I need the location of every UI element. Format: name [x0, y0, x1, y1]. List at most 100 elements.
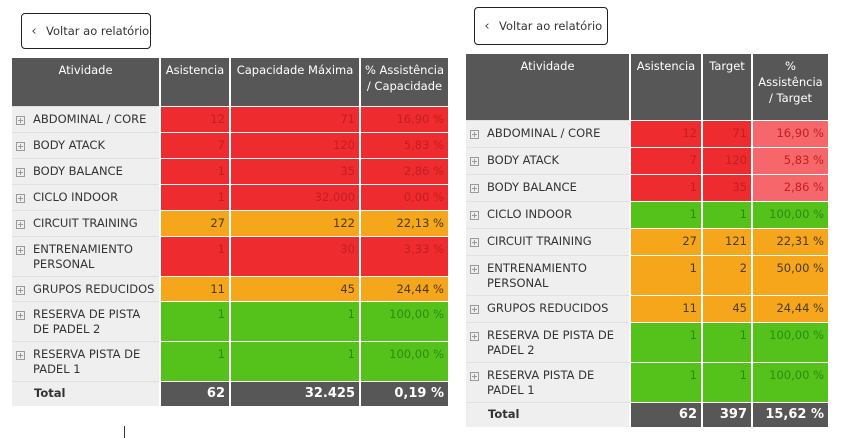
attendance-cell: 27 [630, 227, 703, 255]
activity-name: CIRCUIT TRAINING [487, 233, 592, 248]
activity-name: CICLO INDOOR [33, 189, 119, 204]
pct-cell: 0,00 % [360, 183, 448, 210]
row-header[interactable]: RESERVA DE PISTA DE PADEL 2 [12, 300, 161, 341]
table-row: CIRCUIT TRAINING 27 121 22,31 % [466, 227, 828, 255]
total-attendance: 62 [630, 401, 703, 427]
row-header[interactable]: BODY ATACK [466, 146, 631, 174]
activity-name: BODY BALANCE [33, 163, 123, 178]
expand-icon[interactable] [470, 183, 479, 193]
expand-icon[interactable] [16, 285, 25, 295]
target-cell: 1 [702, 321, 753, 362]
attendance-cell: 1 [160, 235, 231, 276]
attendance-cell: 1 [630, 173, 703, 201]
activity-name: RESERVA PISTA DE PADEL 1 [487, 367, 595, 398]
activity-name: ENTRENAMIENTO PERSONAL [33, 241, 133, 272]
header-attendance[interactable]: Asistencia [630, 54, 703, 120]
expand-icon[interactable] [16, 310, 25, 320]
target-cell: 35 [702, 173, 753, 201]
header-attendance[interactable]: Asistencia [160, 58, 231, 106]
header-capacity[interactable]: Capacidade Máxima [230, 58, 361, 106]
attendance-cell: 11 [630, 294, 703, 322]
target-cell: 2 [702, 254, 753, 295]
expand-icon[interactable] [470, 371, 479, 381]
expand-icon[interactable] [470, 156, 479, 166]
activity-name: RESERVA DE PISTA DE PADEL 2 [33, 306, 141, 337]
capacity-cell: 1 [230, 300, 361, 341]
total-target: 397 [702, 401, 753, 427]
attendance-cell: 1 [630, 200, 703, 228]
row-header[interactable]: CIRCUIT TRAINING [466, 227, 631, 255]
header-activity[interactable]: Atividade [466, 54, 631, 120]
expand-icon[interactable] [16, 167, 25, 177]
header-pct[interactable]: % Assistência / Target [752, 54, 828, 120]
row-header[interactable]: RESERVA PISTA DE PADEL 1 [12, 340, 161, 381]
row-header[interactable]: ENTRENAMIENTO PERSONAL [466, 254, 631, 295]
table-row: RESERVA PISTA DE PADEL 1 1 1 100,00 % [12, 340, 448, 381]
table-row: CICLO INDOOR 1 1 100,00 % [466, 200, 828, 228]
header-pct[interactable]: % Assistência / Capacidade [360, 58, 448, 106]
activity-name: ABDOMINAL / CORE [33, 111, 147, 126]
attendance-cell: 12 [160, 105, 231, 132]
back-to-report-button[interactable]: ‹ Voltar ao relatório [21, 13, 151, 49]
expand-icon[interactable] [16, 141, 25, 151]
header-row: Atividade Asistencia Target % Assistênci… [466, 54, 828, 120]
row-header[interactable]: BODY BALANCE [12, 157, 161, 184]
pct-cell: 24,44 % [360, 275, 448, 301]
expand-icon[interactable] [470, 237, 479, 247]
activity-name: CIRCUIT TRAINING [33, 215, 138, 230]
pct-cell: 100,00 % [752, 361, 828, 402]
row-header[interactable]: BODY BALANCE [466, 173, 631, 201]
expand-icon[interactable] [16, 193, 25, 203]
expand-icon[interactable] [16, 219, 25, 229]
attendance-cell: 1 [160, 157, 231, 184]
attendance-cell: 27 [160, 209, 231, 236]
back-to-report-button[interactable]: ‹ Voltar ao relatório [474, 7, 608, 45]
activity-name: GRUPOS REDUCIDOS [33, 281, 155, 296]
activity-name: GRUPOS REDUCIDOS [487, 300, 609, 315]
expand-icon[interactable] [470, 210, 479, 220]
row-header[interactable]: ENTRENAMIENTO PERSONAL [12, 235, 161, 276]
capacity-cell: 120 [230, 131, 361, 158]
pct-cell: 16,90 % [752, 119, 828, 147]
pct-cell: 100,00 % [752, 200, 828, 228]
row-header[interactable]: ABDOMINAL / CORE [12, 105, 161, 132]
pct-cell: 2,86 % [360, 157, 448, 184]
attendance-cell: 1 [160, 183, 231, 210]
row-header[interactable]: BODY ATACK [12, 131, 161, 158]
expand-icon[interactable] [16, 350, 25, 360]
expand-icon[interactable] [16, 115, 25, 125]
table-row: BODY ATACK 7 120 5,83 % [12, 131, 448, 158]
row-header[interactable]: CIRCUIT TRAINING [12, 209, 161, 236]
table-row: ENTRENAMIENTO PERSONAL 1 2 50,00 % [466, 254, 828, 295]
total-capacity: 32.425 [230, 380, 361, 406]
row-header[interactable]: CICLO INDOOR [12, 183, 161, 210]
row-header[interactable]: CICLO INDOOR [466, 200, 631, 228]
header-target[interactable]: Target [702, 54, 753, 120]
row-header[interactable]: RESERVA DE PISTA DE PADEL 2 [466, 321, 631, 362]
activity-name: RESERVA DE PISTA DE PADEL 2 [487, 327, 615, 358]
row-header[interactable]: RESERVA PISTA DE PADEL 1 [466, 361, 631, 402]
pct-cell: 50,00 % [752, 254, 828, 295]
attendance-cell: 1 [630, 361, 703, 402]
expand-icon[interactable] [470, 331, 479, 341]
row-header[interactable]: ABDOMINAL / CORE [466, 119, 631, 147]
capacity-cell: 71 [230, 105, 361, 132]
total-row: Total 62 397 15,62 % [466, 401, 828, 427]
expand-icon[interactable] [470, 264, 479, 274]
target-cell: 1 [702, 200, 753, 228]
table-row: BODY ATACK 7 120 5,83 % [466, 146, 828, 174]
total-label: Total [466, 401, 631, 427]
attendance-cell: 11 [160, 275, 231, 301]
expand-icon[interactable] [16, 245, 25, 255]
activity-name: ABDOMINAL / CORE [487, 125, 601, 140]
attendance-cell: 1 [630, 254, 703, 295]
row-header[interactable]: GRUPOS REDUCIDOS [466, 294, 631, 322]
table-row: BODY BALANCE 1 35 2,86 % [12, 157, 448, 184]
pct-cell: 100,00 % [752, 321, 828, 362]
target-matrix: Atividade Asistencia Target % Assistênci… [466, 54, 828, 427]
expand-icon[interactable] [470, 129, 479, 139]
row-header[interactable]: GRUPOS REDUCIDOS [12, 275, 161, 301]
header-activity[interactable]: Atividade [12, 58, 161, 106]
table-row: CIRCUIT TRAINING 27 122 22,13 % [12, 209, 448, 236]
expand-icon[interactable] [470, 304, 479, 314]
